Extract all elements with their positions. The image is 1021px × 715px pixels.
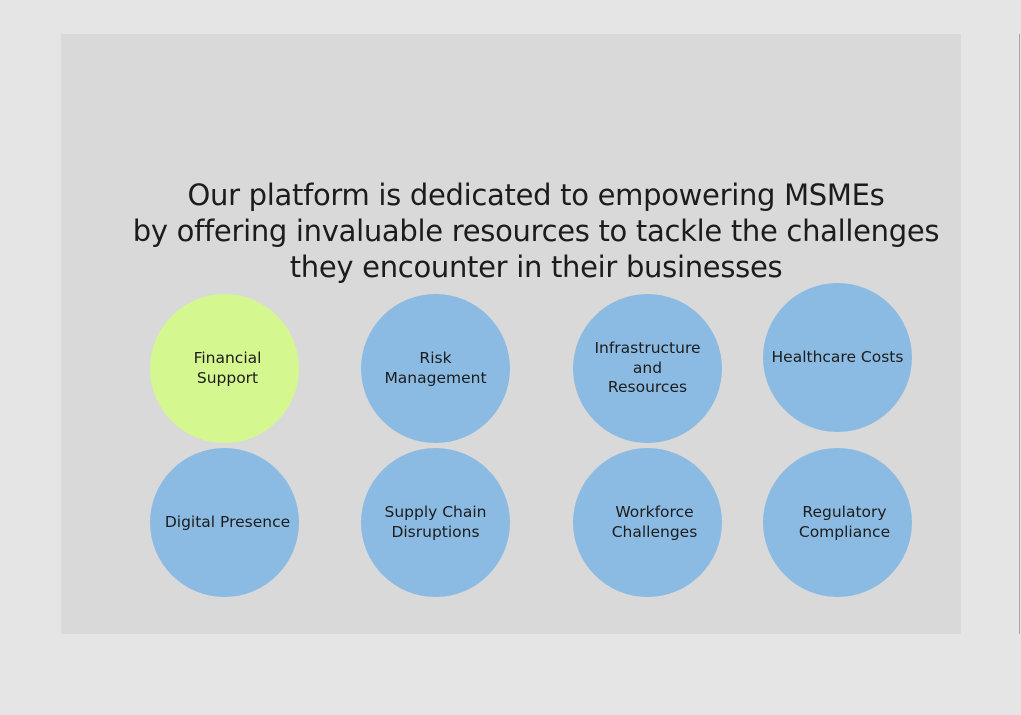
challenge-label: Regulatory Compliance	[798, 503, 891, 541]
headline-line: Our platform is dedicated to empowering …	[187, 178, 885, 212]
challenge-label: Workforce Challenges	[611, 503, 698, 541]
challenge-circle-risk-management[interactable]: Risk Management	[361, 294, 510, 443]
headline: Our platform is dedicated to empowering …	[61, 177, 1011, 285]
challenge-circle-infrastructure-and-resources[interactable]: Infrastructure and Resources	[573, 294, 722, 443]
challenge-circle-supply-chain-disruptions[interactable]: Supply Chain Disruptions	[361, 448, 510, 597]
challenge-circle-financial-support[interactable]: Financial Support	[150, 294, 299, 443]
challenge-label: Digital Presence	[164, 512, 291, 531]
challenge-label: Supply Chain Disruptions	[384, 503, 487, 541]
headline-line: by offering invaluable resources to tack…	[132, 214, 940, 248]
headline-line: they encounter in their businesses	[289, 250, 783, 284]
canvas-edge-divider	[1019, 34, 1020, 634]
challenge-label: Financial Support	[193, 349, 262, 387]
challenge-circle-healthcare-costs[interactable]: Healthcare Costs	[763, 283, 912, 432]
challenge-circle-regulatory-compliance[interactable]: Regulatory Compliance	[763, 448, 912, 597]
challenge-label: Infrastructure and Resources	[594, 339, 701, 397]
challenge-circle-digital-presence[interactable]: Digital Presence	[150, 448, 299, 597]
challenge-label: Risk Management	[384, 349, 487, 387]
challenge-label: Healthcare Costs	[771, 347, 904, 366]
challenge-circle-workforce-challenges[interactable]: Workforce Challenges	[573, 448, 722, 597]
